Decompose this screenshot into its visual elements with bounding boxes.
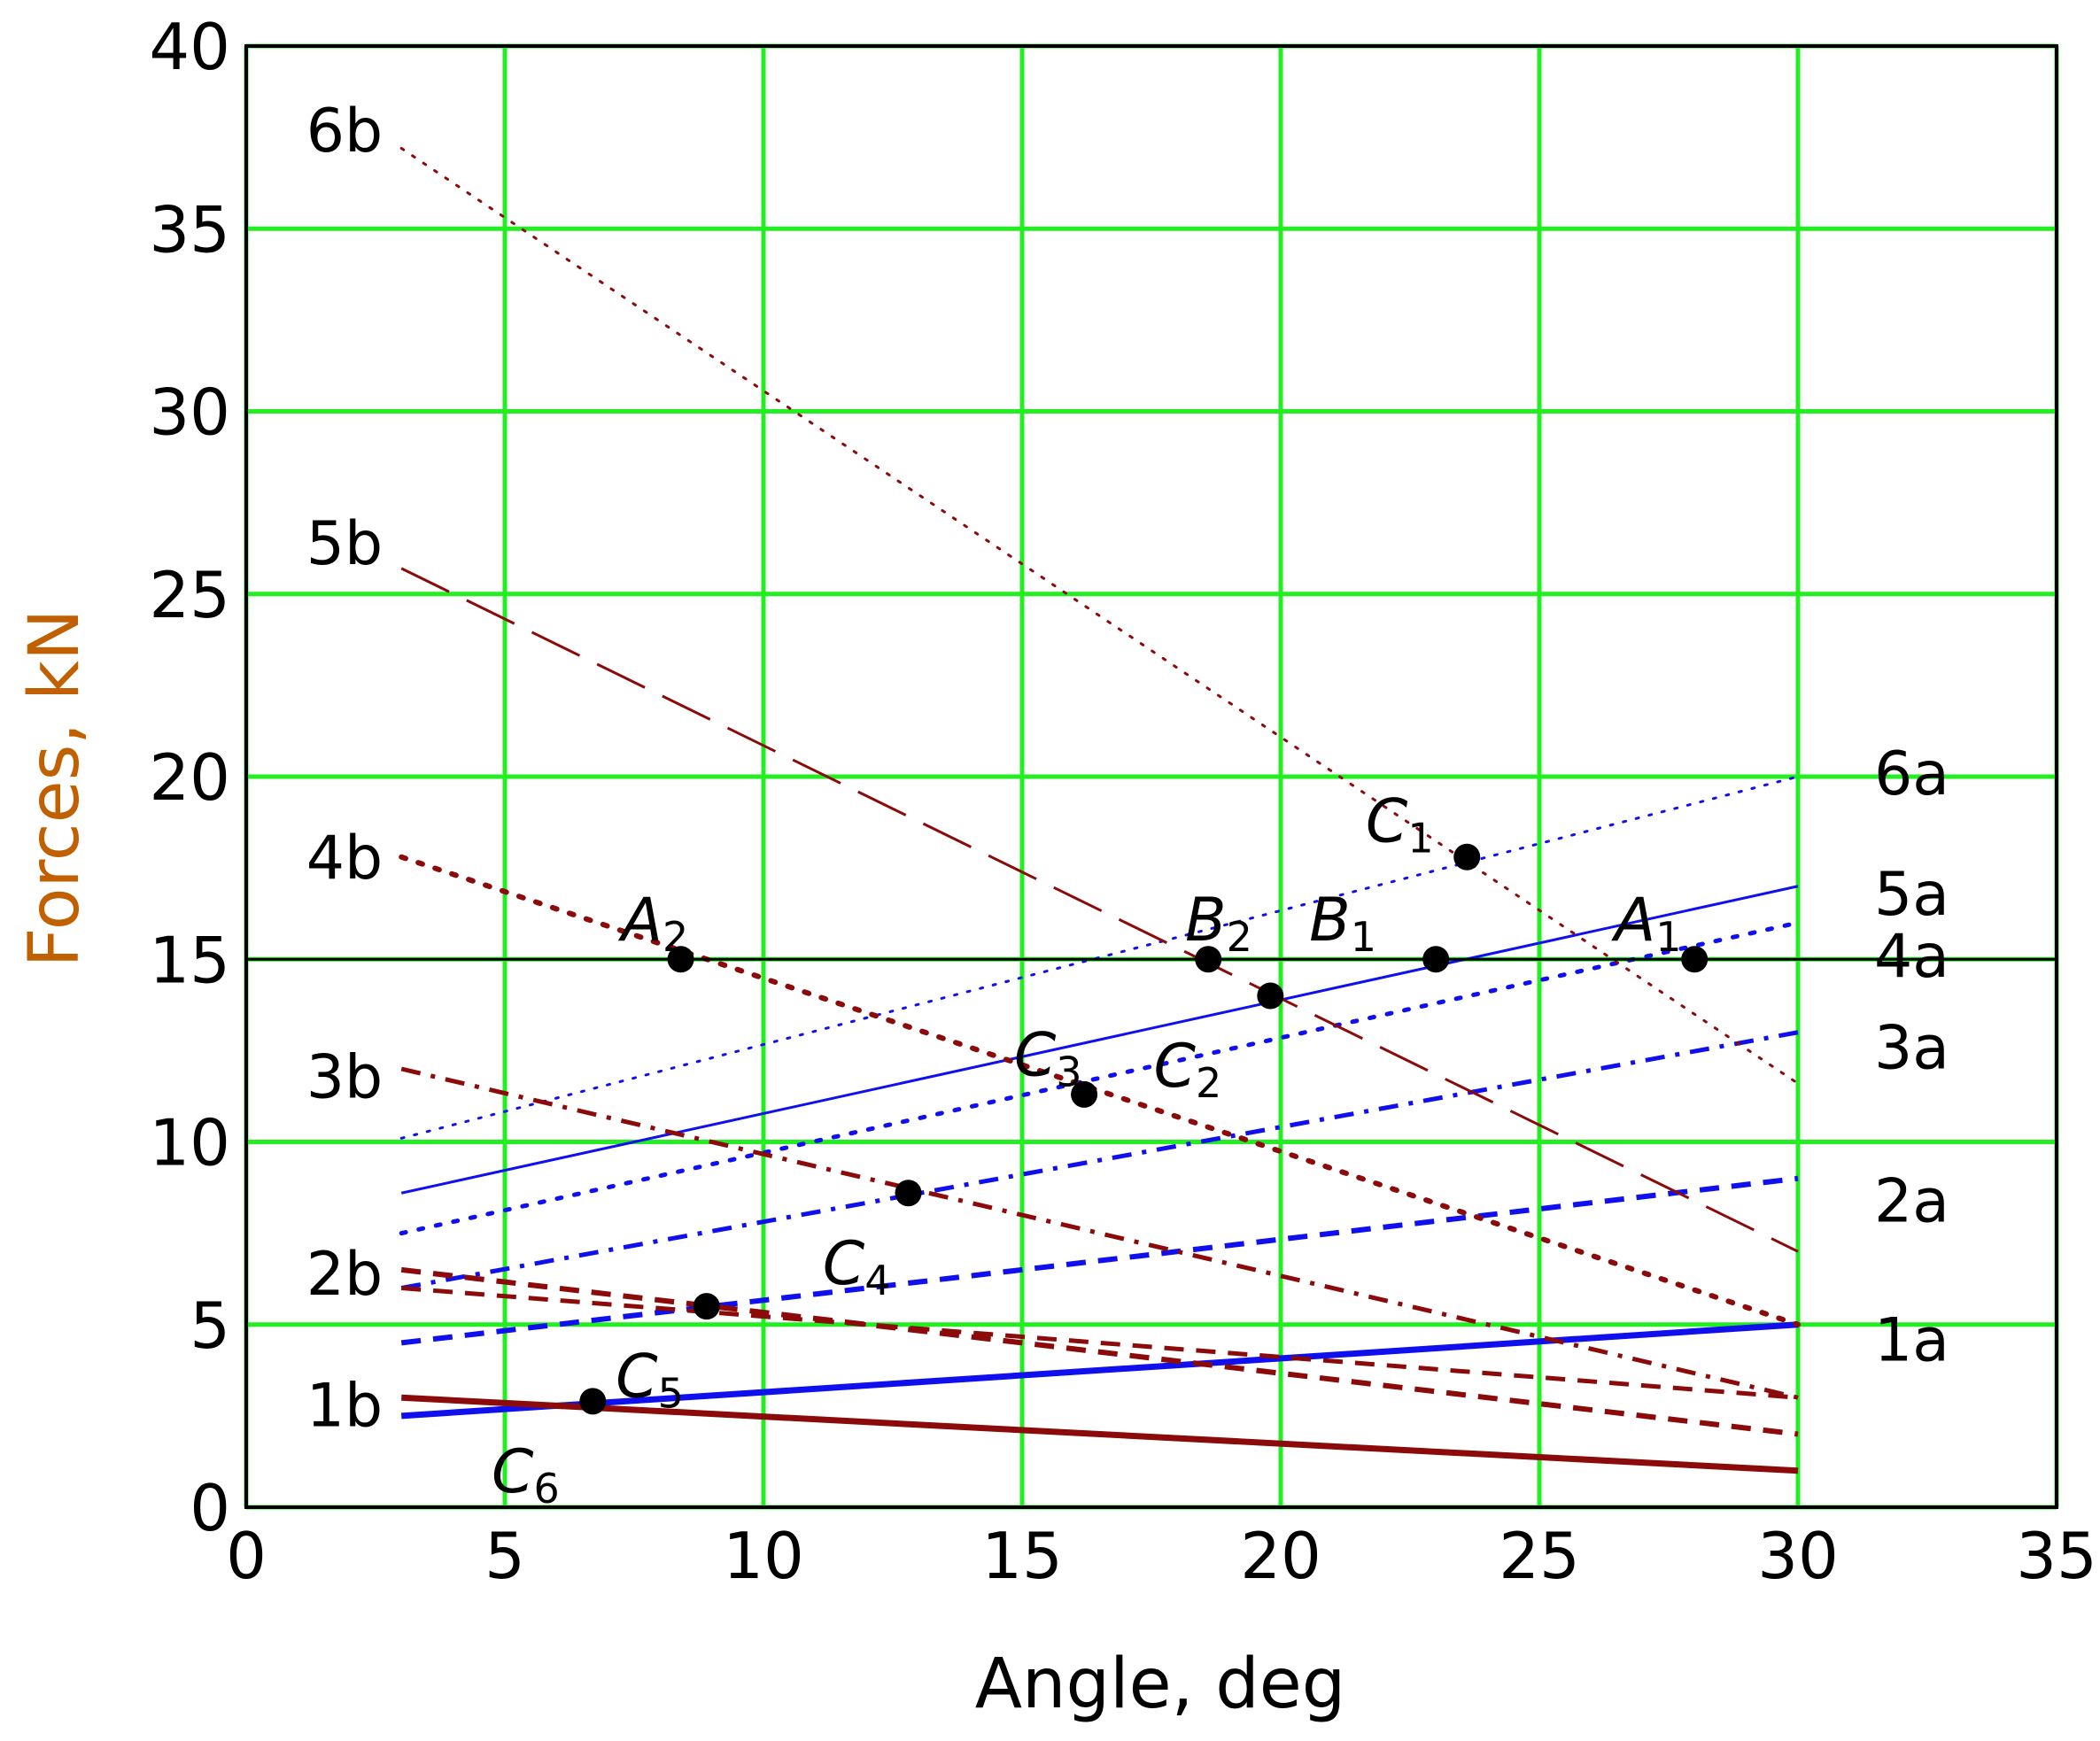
y-axis-title: Forces, kN	[15, 609, 95, 968]
tick-labels: 0 5 10 15 20 25 30 35 0 5 10 15 20 25 30 35 40	[149, 10, 2096, 1593]
plot-frame	[244, 44, 2058, 1509]
y-tick-label-35: 35	[149, 192, 230, 267]
point-C4	[895, 1180, 922, 1207]
series-label-1b: 1b	[306, 1372, 383, 1442]
series-line-5b	[400, 567, 1799, 1253]
point-label-C2: C2	[1153, 1032, 1221, 1107]
y-tick-label-15: 15	[149, 923, 230, 997]
plot-border	[244, 44, 2058, 1509]
series-line-6a	[399, 775, 1800, 1140]
point-C6	[579, 1388, 607, 1415]
point-B2	[1195, 946, 1222, 973]
series-line-6b	[399, 147, 1800, 1085]
point-C1	[1453, 843, 1481, 870]
x-tick-label-20: 20	[1240, 1519, 1321, 1593]
series-line-3b	[400, 1066, 1799, 1400]
series-line-5a	[400, 885, 1799, 1195]
point-label-B1: B1	[1309, 886, 1376, 961]
series-line-4a	[399, 920, 1801, 1236]
x-tick-label-5: 5	[484, 1519, 525, 1593]
x-tick-label-10: 10	[723, 1519, 804, 1593]
point-label-C6: C6	[492, 1437, 560, 1513]
y-tick-label-20: 20	[149, 740, 230, 815]
y-tick-label-40: 40	[149, 10, 230, 84]
point-label-C3: C3	[1014, 1021, 1082, 1096]
x-tick-label-0: 0	[226, 1519, 267, 1593]
series-line-4b	[399, 854, 1801, 1327]
series-label-3a: 3a	[1874, 1013, 1949, 1083]
point-label-B2: B2	[1185, 886, 1252, 961]
y-tick-label-10: 10	[149, 1106, 230, 1180]
y-tick-label-5: 5	[190, 1288, 230, 1363]
point-A2	[667, 946, 694, 973]
y-tick-label-0: 0	[190, 1471, 230, 1545]
point-label-C1: C1	[1366, 787, 1434, 863]
x-tick-label-35: 35	[2016, 1519, 2097, 1593]
point-label-C4: C4	[823, 1229, 891, 1304]
series-label-2a: 2a	[1874, 1167, 1949, 1237]
series-label-6a: 6a	[1874, 739, 1949, 809]
series-label-4a: 4a	[1874, 922, 1949, 992]
series-label-5b: 5b	[306, 509, 383, 579]
series-label-4b: 4b	[306, 824, 383, 894]
series-line-2b	[400, 1266, 1799, 1437]
point-C5	[693, 1293, 720, 1320]
y-tick-label-30: 30	[149, 375, 230, 450]
x-tick-label-30: 30	[1757, 1519, 1839, 1593]
data-points: A1 A2 B1 B2 C1 C2 C3 C4 C5 C6	[492, 787, 1709, 1513]
point-label-A1: A1	[1611, 886, 1682, 961]
point-B1	[1422, 946, 1450, 973]
y-tick-label-25: 25	[149, 558, 230, 632]
point-label-C5: C5	[616, 1343, 684, 1418]
x-tick-label-25: 25	[1499, 1519, 1580, 1593]
series-label-3b: 3b	[306, 1042, 383, 1112]
point-C3	[1071, 1080, 1098, 1108]
series-lines	[399, 147, 1801, 1474]
series-label-5a: 5a	[1874, 860, 1949, 930]
point-A1	[1681, 946, 1709, 973]
series-line-3a	[400, 1030, 1799, 1290]
series-label-2b: 2b	[306, 1240, 383, 1310]
series-line-1a	[400, 1321, 1799, 1420]
x-axis-title: Angle, deg	[975, 1644, 1346, 1724]
x-tick-label-15: 15	[981, 1519, 1063, 1593]
point-label-A2: A2	[617, 886, 688, 961]
series-line-1b	[401, 1394, 1799, 1474]
series-label-1a: 1a	[1874, 1305, 1949, 1375]
point-C2	[1257, 982, 1284, 1010]
series-label-6b: 6b	[306, 97, 383, 166]
series-line-2a	[400, 1175, 1799, 1346]
series-line-unlabeled-8	[401, 1286, 1799, 1400]
grid	[244, 43, 2059, 1510]
